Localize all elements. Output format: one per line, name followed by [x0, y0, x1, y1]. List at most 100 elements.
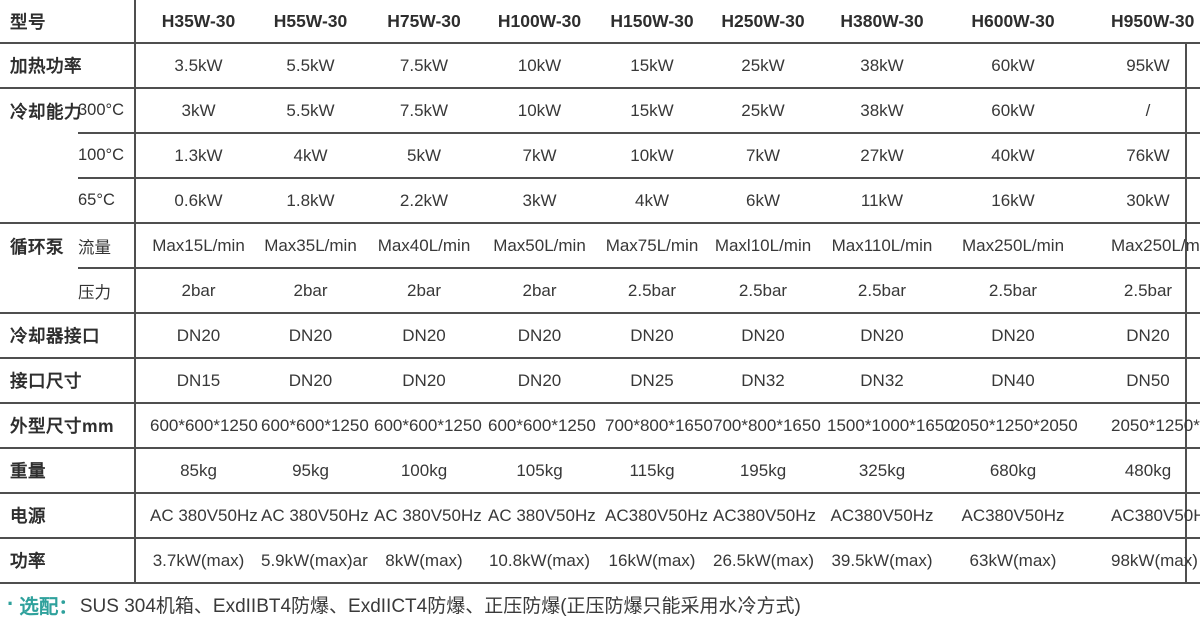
spec-cell: 3.5kW [135, 43, 247, 89]
row-label: 冷却器接口 [0, 313, 136, 359]
sub-label: 流量 [78, 223, 136, 269]
spec-cell: AC380V50Hz [937, 493, 1075, 539]
note-bullet: · [7, 591, 15, 616]
spec-cell: 2.5bar [591, 268, 699, 314]
spec-cell: DN20 [247, 313, 360, 359]
row-label: 重量 [0, 448, 136, 494]
filler-cell [1186, 493, 1200, 539]
filler-cell [1186, 43, 1200, 89]
spec-cell: 1500*1000*1650 [813, 403, 954, 449]
spec-cell: 7kW [474, 133, 591, 179]
spec-cell: 2050*1250*2050 [937, 403, 1078, 449]
spec-cell: 98kW(max) [1075, 538, 1198, 584]
spec-cell: 680kg [937, 448, 1075, 494]
table-row-cooler-port: 冷却器接口 DN20 DN20 DN20 DN20 DN20 DN20 DN20… [0, 313, 1200, 359]
sub-label: 65°C [78, 178, 136, 224]
header-row: 型号 H35W-30 H55W-30 H75W-30 H100W-30 H150… [0, 0, 1200, 44]
filler-cell [1186, 268, 1200, 314]
spec-cell: Max50L/min [474, 223, 591, 269]
spec-cell: 38kW [813, 43, 937, 89]
spec-cell: 2.5bar [813, 268, 937, 314]
spec-cell: Max40L/min [360, 223, 474, 269]
spec-cell: AC 380V50Hz [135, 493, 258, 539]
spec-cell: Max35L/min [247, 223, 360, 269]
options-text: SUS 304机箱、ExdIIBT4防爆、ExdIICT4防爆、正压防爆(正压防… [79, 595, 801, 617]
spec-cell: 30kW [1075, 178, 1187, 224]
spec-cell: 95kg [247, 448, 360, 494]
table-row-cooling-65: 65°C 0.6kW 1.8kW 2.2kW 3kW 4kW 6kW 11kW … [0, 178, 1200, 224]
spec-cell: 2.5bar [1075, 268, 1187, 314]
model-header: H250W-30 [699, 0, 813, 44]
spec-cell: 15kW [591, 88, 699, 134]
model-header: H100W-30 [474, 0, 591, 44]
sub-label: 压力 [78, 268, 136, 314]
model-header: H35W-30 [135, 0, 247, 44]
filler-cell [1186, 133, 1200, 179]
spec-cell: 5.9kW(max)ar [247, 538, 368, 584]
filler-cell [1186, 0, 1200, 44]
table-row-weight: 重量 85kg 95kg 100kg 105kg 115kg 195kg 325… [0, 448, 1200, 494]
filler-cell [1186, 178, 1200, 224]
spec-cell: 10kW [474, 43, 591, 89]
spec-cell: 600*600*1250 [474, 403, 596, 449]
spec-cell: / [1075, 88, 1187, 134]
spec-cell: DN20 [699, 313, 813, 359]
row-label: 接口尺寸 [0, 358, 136, 404]
table-row-port-size: 接口尺寸 DN15 DN20 DN20 DN20 DN25 DN32 DN32 … [0, 358, 1200, 404]
filler-cell [1186, 223, 1200, 269]
spec-cell: 115kg [591, 448, 699, 494]
spec-cell: 2.5bar [699, 268, 813, 314]
filler-cell [1186, 538, 1200, 584]
spec-cell: DN20 [591, 313, 699, 359]
row-label: 电源 [0, 493, 136, 539]
spec-cell: 4kW [591, 178, 699, 224]
spec-cell: AC 380V50Hz [360, 493, 482, 539]
spec-cell: 3kW [135, 88, 247, 134]
spec-cell: 3.7kW(max) [135, 538, 247, 584]
spec-cell: 76kW [1075, 133, 1187, 179]
spec-cell: DN15 [135, 358, 247, 404]
sub-label: 300°C [78, 88, 136, 134]
table-row-power-supply: 电源 AC 380V50Hz AC 380V50Hz AC 380V50Hz A… [0, 493, 1200, 539]
spec-cell: 8kW(max) [360, 538, 474, 584]
row-label: 外型尺寸mm [0, 403, 136, 449]
spec-cell: 600*600*1250 [360, 403, 482, 449]
spec-cell: 16kW(max) [591, 538, 699, 584]
group-label-pump: 循环泵 [0, 223, 78, 314]
spec-cell: AC380V50Hz [1075, 493, 1200, 539]
spec-cell: 2bar [360, 268, 474, 314]
spec-cell: 26.5kW(max) [699, 538, 814, 584]
spec-cell: Max110L/min [813, 223, 937, 269]
spec-cell: DN20 [247, 358, 360, 404]
spec-cell: AC380V50Hz [813, 493, 937, 539]
spec-cell: 38kW [813, 88, 937, 134]
table-row-pump-flow: 循环泵 流量 Max15L/min Max35L/min Max40L/min … [0, 223, 1200, 314]
model-header: H150W-30 [591, 0, 699, 44]
spec-cell: 0.6kW [135, 178, 247, 224]
model-header: H950W-30 [1075, 0, 1194, 44]
spec-cell: 600*600*1250 [135, 403, 258, 449]
spec-cell: 25kW [699, 43, 813, 89]
filler-cell [1186, 358, 1200, 404]
spec-cell: 1.8kW [247, 178, 360, 224]
spec-cell: 5.5kW [247, 88, 360, 134]
spec-cell: DN40 [937, 358, 1075, 404]
spec-cell: 2.2kW [360, 178, 474, 224]
spec-cell: DN20 [937, 313, 1075, 359]
spec-cell: Maxl10L/min [699, 223, 813, 269]
spec-cell: DN25 [591, 358, 699, 404]
spec-cell: 2050*1250*2050 [1075, 403, 1200, 449]
spec-cell: 100kg [360, 448, 474, 494]
spec-cell: 40kW [937, 133, 1075, 179]
spec-cell: 2bar [474, 268, 591, 314]
spec-cell: 1.3kW [135, 133, 247, 179]
spec-cell: 7.5kW [360, 88, 474, 134]
spec-cell: AC 380V50Hz [474, 493, 596, 539]
spec-cell: DN32 [813, 358, 937, 404]
spec-cell: AC380V50Hz [591, 493, 708, 539]
spec-cell: 3kW [474, 178, 591, 224]
table-row-cooling-100: 100°C 1.3kW 4kW 5kW 7kW 10kW 7kW 27kW 40… [0, 133, 1200, 179]
spec-cell: 16kW [937, 178, 1075, 224]
header-label: 型号 [0, 0, 136, 44]
model-header: H600W-30 [937, 0, 1075, 44]
